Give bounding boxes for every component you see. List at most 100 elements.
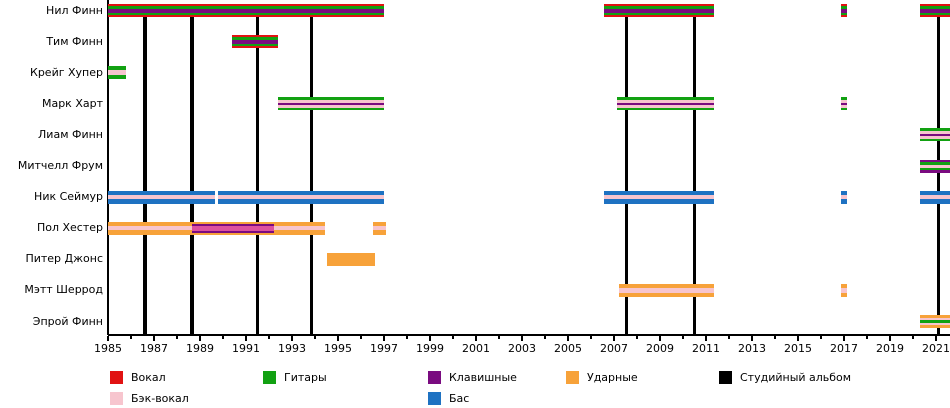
role-stripe-guitar: [232, 37, 279, 40]
role-stripe-guitar: [919, 6, 950, 9]
axis-tick-label: 1989: [186, 342, 214, 355]
legend-label: Студийный альбом: [740, 371, 852, 384]
role-stripe-guitar: [919, 12, 950, 15]
role-stripe-keyboard: [841, 8, 847, 13]
member-bar: [372, 221, 387, 235]
role-stripe-guitar: [108, 66, 127, 71]
role-stripe-keyboard: [191, 223, 274, 226]
role-stripe-back_vocal: [841, 105, 847, 108]
role-stripe-vocal: [919, 15, 950, 17]
role-stripe-back_vocal: [919, 136, 950, 139]
role-stripe-back_vocal: [841, 288, 847, 293]
member-label: Крейг Хупер: [30, 65, 103, 79]
legend-label: Бэк-вокал: [131, 392, 189, 405]
studio-album-line: [309, 5, 314, 335]
role-stripe-keyboard: [604, 8, 715, 13]
axis-tick-label: 2013: [738, 342, 766, 355]
legend-swatch-bass: [428, 392, 441, 405]
axis-tick: [912, 335, 914, 339]
role-stripe-back_vocal: [604, 195, 715, 200]
axis-tick: [705, 335, 707, 341]
role-stripe-vocal: [919, 4, 950, 6]
axis-tick-label: 2015: [784, 342, 812, 355]
member-bar: [919, 128, 950, 142]
role-stripe-keyboard: [232, 39, 279, 44]
axis-tick: [567, 335, 569, 341]
axis-tick: [659, 335, 661, 341]
role-stripe-guitar: [232, 43, 279, 47]
member-bar: [217, 190, 384, 204]
role-stripe-keyboard: [841, 102, 847, 106]
role-stripe-drums: [372, 230, 387, 235]
member-label: Эпрой Финн: [32, 314, 103, 328]
axis-tick: [728, 335, 730, 339]
role-stripe-back_vocal: [217, 195, 384, 200]
role-stripe-vocal: [232, 46, 279, 49]
axis-tick: [544, 335, 546, 339]
member-label: Ник Сеймур: [34, 190, 103, 204]
role-stripe-back_vocal: [616, 105, 715, 108]
role-stripe-vocal: [841, 15, 847, 17]
axis-tick-label: 2009: [646, 342, 674, 355]
legend-label: Ударные: [587, 371, 638, 384]
legend-label: Бас: [449, 392, 470, 405]
legend-swatch-vocal: [110, 371, 123, 384]
role-stripe-guitar: [919, 138, 950, 142]
role-stripe-back_vocal: [841, 99, 847, 103]
role-stripe-keyboard: [919, 133, 950, 137]
member-bar: [841, 283, 847, 297]
role-stripe-guitar: [108, 75, 127, 80]
legend-swatch-back_vocal: [110, 392, 123, 405]
axis-tick: [774, 335, 776, 339]
role-stripe-drums: [919, 315, 950, 318]
member-label: Мэтт Шеррод: [24, 283, 103, 297]
role-stripe-keyboard: [919, 170, 950, 173]
member-bar: [326, 252, 375, 266]
role-stripe-bass: [217, 199, 384, 204]
role-stripe-keyboard: [616, 102, 715, 106]
axis-tick: [613, 335, 615, 341]
axis-tick-label: 2007: [600, 342, 628, 355]
axis-tick: [429, 335, 431, 341]
role-stripe-vocal: [604, 4, 715, 6]
role-stripe-guitar: [278, 107, 384, 111]
role-stripe-guitar: [108, 12, 384, 15]
role-stripe-drums: [618, 283, 715, 289]
role-stripe-drums: [919, 325, 950, 328]
y-axis-spine: [107, 0, 109, 335]
role-stripe-back_vocal: [278, 105, 384, 108]
role-stripe-back_vocal: [616, 99, 715, 103]
role-stripe-guitar: [841, 107, 847, 111]
axis-tick-label: 1995: [324, 342, 352, 355]
role-stripe-back_vocal: [108, 70, 127, 76]
axis-tick: [130, 335, 132, 339]
role-stripe-guitar: [278, 97, 384, 100]
axis-tick-label: 1987: [140, 342, 168, 355]
axis-tick: [314, 335, 316, 339]
legend-swatch-guitar: [263, 371, 276, 384]
axis-tick: [199, 335, 201, 341]
role-stripe-drums: [841, 292, 847, 297]
role-stripe-back_vocal: [278, 99, 384, 103]
role-stripe-back_vocal: [919, 130, 950, 134]
role-stripe-keyboard: [919, 159, 950, 162]
axis-tick-label: 2003: [508, 342, 536, 355]
member-label: Лиам Финн: [38, 127, 103, 141]
role-stripe-keyboard: [191, 230, 274, 233]
role-stripe-guitar: [604, 6, 715, 9]
axis-tick-label: 2001: [462, 342, 490, 355]
axis-tick: [383, 335, 385, 341]
role-stripe-guitar: [919, 162, 950, 165]
role-stripe-back_vocal: [919, 323, 950, 325]
axis-tick: [475, 335, 477, 341]
role-stripe-bass: [919, 199, 950, 204]
role-stripe-drums: [191, 232, 274, 235]
role-stripe-bass: [919, 190, 950, 196]
role-stripe-back_vocal: [919, 164, 950, 168]
role-stripe-bass: [108, 199, 215, 204]
role-stripe-back_vocal: [618, 288, 715, 293]
axis-tick-label: 1999: [416, 342, 444, 355]
axis-tick: [153, 335, 155, 341]
legend-swatch-drums: [566, 371, 579, 384]
axis-tick: [889, 335, 891, 341]
